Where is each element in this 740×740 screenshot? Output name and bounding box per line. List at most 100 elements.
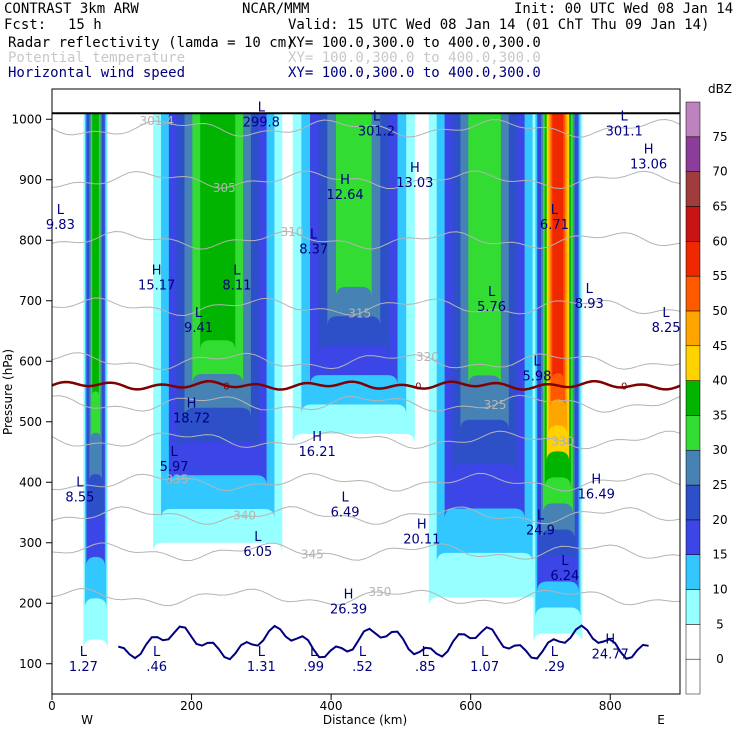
colorbar-tick-label: 15 [712,548,727,562]
theta-contour-340 [51,506,681,525]
valid-time: Valid: 15 UTC Wed 08 Jan 14 (01 ChT Thu … [288,17,710,33]
extremum-value: 6.71 [540,218,569,233]
fcst-label: Fcst: [4,17,47,33]
extremum-type: L [373,109,381,124]
colorbar-tick-label: 70 [712,165,727,179]
reflectivity-shell-30dbz [468,113,501,386]
colorbar-swatch-65 [685,171,701,207]
theta-label: 310 [281,225,304,239]
reflectivity-shell-30dbz [335,113,372,297]
reflectivity-band-4 [533,113,583,644]
colorbar-swatch-35 [685,380,701,416]
field-theta: Potential temperature [8,50,186,66]
theta-contour-330 [51,430,681,450]
x-axis-title: Distance (km) [323,713,407,727]
theta-label: 350 [369,585,392,599]
y-tick-label: 200 [19,596,42,610]
colorbar-swatch-45 [685,310,701,347]
extremum-value: .46 [146,660,167,675]
colorbar-swatch-30 [685,415,701,451]
field-theta-xy: XY= 100.0,300.0 to 400.0,300.0 [288,50,541,66]
extremum-value: 6.05 [243,545,272,560]
freezing-level-label: 0 [621,381,627,392]
plot-frame [51,88,681,695]
colorbar-unit: dBZ [708,82,732,96]
y-tick-label: 900 [19,173,42,187]
extremum-type: L [621,109,629,124]
freezing-level-label: 0 [223,381,229,392]
colorbar-swatch-55 [685,241,701,277]
colorbar-tick-label: 60 [712,234,727,248]
y-tick-label: 600 [19,354,42,368]
extremum-value: 301.1 [606,124,643,139]
init-time: Init: 00 UTC Wed 08 Jan 14 [514,1,734,17]
theta-contour-335 [51,472,681,492]
extremum-value: 1.07 [470,660,499,675]
extremum-type: L [422,645,430,660]
y-tick-label: 700 [19,294,42,308]
colorbar-tick-label: 30 [712,443,727,457]
model-title: CONTRAST 3km ARW [4,1,139,17]
extremum-value: 8.93 [575,297,604,312]
extremum-value: .85 [415,660,436,675]
extremum-type: H [152,264,162,279]
colorbar-swatch-60 [685,206,701,242]
y-tick-label: 1000 [11,112,42,126]
extremum-value: 8.37 [299,242,328,257]
extremum-type: H [410,161,420,176]
field-reflectivity-xy: XY= 100.0,300.0 to 400.0,300.0 [288,35,541,51]
extremum-value: 8.55 [65,490,94,505]
extremum-value: 20.11 [403,533,440,548]
colorbar-tick-label: 0 [716,652,724,666]
y-tick-label: 800 [19,233,42,247]
extremum-type: L [153,645,161,660]
extremum-type: L [586,282,594,297]
y-tick-label: 400 [19,475,42,489]
theta-label: 335 [165,473,188,487]
freezing-level-label: 0 [415,381,421,392]
colorbar-swatch-75 [685,101,701,138]
theta-contour-301.4 [51,118,681,138]
theta-contour-310 [51,230,681,250]
y-axis-title: Pressure (hPa) [1,349,15,435]
colorbar-swatch-10 [685,554,701,590]
colorbar-swatch-50 [685,275,701,312]
extremum-value: 15.17 [138,279,175,294]
extremum-value: 1.27 [69,660,98,675]
reflectivity-band-2 [292,113,415,444]
extremum-type: L [76,475,84,490]
extremum-type: L [57,203,65,218]
colorbar-swatch-40 [685,345,701,381]
x-tick-label: 0 [48,699,56,713]
extremum-value: .52 [352,660,373,675]
theta-contour-315 [51,297,681,317]
theta-contour-345 [51,542,681,562]
extremum-type: L [258,645,266,660]
field-wind-xy: XY= 100.0,300.0 to 400.0,300.0 [288,65,541,81]
extremum-value: 9.83 [46,218,75,233]
x-tick-label: 200 [180,699,203,713]
fcst-value: 15 h [68,17,102,33]
extremum-value: 6.24 [550,569,579,584]
theta-label: 305 [213,181,236,195]
theta-label: 345 [301,547,324,561]
theta-label: 301.4 [139,114,173,128]
extremum-type: L [195,306,203,321]
theta-label: 330 [551,434,574,448]
freezing-level-line [51,380,681,391]
extremum-type: L [481,645,489,660]
extremum-type: L [551,203,559,218]
colorbar-tick-label: 5 [716,617,724,631]
colorbar-swatch-0 [685,624,701,660]
extremum-type: L [341,490,349,505]
colorbar-swatch-70 [685,136,701,172]
extremum-type: H [644,143,654,158]
extremum-value: 24.9 [526,524,555,539]
extremum-type: L [310,645,318,660]
extremum-type: H [187,397,197,412]
colorbar-swatch-below [685,658,701,695]
extremum-type: L [537,509,545,524]
reflectivity-shell-35dbz [200,113,236,351]
extremum-value: 13.03 [396,176,433,191]
colorbar-swatch-25 [685,449,701,486]
